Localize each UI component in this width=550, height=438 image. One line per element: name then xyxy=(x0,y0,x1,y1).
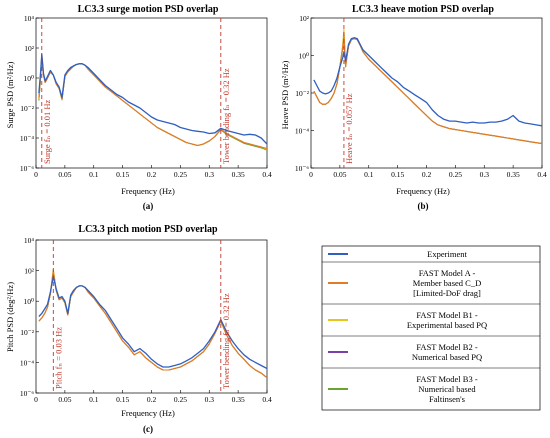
x-tick-label: 0.25 xyxy=(174,395,187,404)
x-tick-label: 0.15 xyxy=(116,395,129,404)
x-tick-label: 0 xyxy=(309,170,313,179)
y-tick-label: 10⁻⁴ xyxy=(20,358,34,367)
series-line-0 xyxy=(313,37,542,127)
series-line-2 xyxy=(38,268,267,379)
plot-area: 0 0.05 0.1 0.15 0.2 0.25 0.3 0.35 0.4 10⁻⁶ 10⁻⁴ 10⁻… xyxy=(295,14,547,179)
x-tick-label: 0.05 xyxy=(333,170,346,179)
x-tick-label: 0.35 xyxy=(507,170,520,179)
panel-label: (c) xyxy=(143,424,153,434)
series-line-4 xyxy=(38,271,267,379)
y-tick-label: 10⁻⁶ xyxy=(295,164,309,173)
y-tick-label: 10⁰ xyxy=(23,297,34,306)
x-tick-label: 0.15 xyxy=(116,170,129,179)
panel-surge: LC3.3 surge motion PSD overlap 0 0.05 0.1 0… xyxy=(5,4,272,211)
panel-heave: LC3.3 heave motion PSD overlap 0 0.05 0.1 0… xyxy=(280,4,547,211)
chart-title: LC3.3 heave motion PSD overlap xyxy=(352,4,494,15)
legend-entry-text: FAST Model A - xyxy=(419,268,476,278)
legend-entry-text: Numerical based xyxy=(418,384,476,394)
chart-title: LC3.3 pitch motion PSD overlap xyxy=(78,224,218,235)
x-tick-label: 0.4 xyxy=(262,170,272,179)
series-line-1 xyxy=(38,270,267,379)
legend-entry-text: Member based C_D xyxy=(413,278,481,288)
x-tick-label: 0.35 xyxy=(232,170,245,179)
y-tick-label: 10⁻⁴ xyxy=(20,134,34,143)
y-tick-label: 10⁻⁶ xyxy=(20,164,34,173)
x-axis-label: Frequency (Hz) xyxy=(121,408,175,418)
y-tick-label: 10² xyxy=(24,267,35,276)
x-tick-label: 0.25 xyxy=(174,170,187,179)
plot-frame xyxy=(35,239,268,394)
chart-title: LC3.3 surge motion PSD overlap xyxy=(78,4,219,15)
x-tick-label: 0.25 xyxy=(449,170,462,179)
y-tick-label: 10⁰ xyxy=(298,52,309,61)
panel-label: (b) xyxy=(418,201,429,211)
series-line-2 xyxy=(38,55,267,150)
x-tick-label: 0.35 xyxy=(232,395,245,404)
plot-area: 0 0.05 0.1 0.15 0.2 0.25 0.3 0.35 0.4 10⁻⁶ 10⁻⁴ 10⁻… xyxy=(20,236,272,404)
legend-entry-text: FAST Model B3 - xyxy=(416,374,477,384)
x-tick-label: 0.15 xyxy=(391,170,404,179)
x-axis-label: Frequency (Hz) xyxy=(121,186,175,196)
x-tick-label: 0.1 xyxy=(89,170,99,179)
y-tick-label: 10⁻² xyxy=(20,328,34,337)
x-tick-label: 0 xyxy=(34,170,38,179)
plot-frame xyxy=(35,17,268,169)
x-tick-label: 0.1 xyxy=(364,170,374,179)
y-tick-label: 10⁻² xyxy=(295,89,309,98)
annotation-label: Tower bending fₙ = 0.32 Hz xyxy=(221,293,231,389)
y-axis-label: Pitch PSD (deg²/Hz) xyxy=(5,282,15,352)
x-axis-label: Frequency (Hz) xyxy=(396,186,450,196)
legend-entry-text: Experiment xyxy=(427,249,467,259)
series-line-0 xyxy=(38,53,267,145)
x-tick-label: 0.3 xyxy=(480,170,490,179)
x-tick-label: 0.2 xyxy=(422,170,432,179)
y-tick-label: 10⁴ xyxy=(24,14,35,23)
series-line-3 xyxy=(38,55,267,150)
series-line-4 xyxy=(38,56,267,151)
panel-pitch: LC3.3 pitch motion PSD overlap 0 0.05 0.1 0… xyxy=(5,224,272,434)
series-line-1 xyxy=(38,54,267,150)
x-tick-label: 0.1 xyxy=(89,395,99,404)
y-tick-label: 10⁻⁴ xyxy=(295,127,309,136)
y-tick-label: 10² xyxy=(299,14,310,23)
legend-box xyxy=(321,245,541,411)
annotation-label: Pitch fₙ = 0.03 Hz xyxy=(53,327,63,389)
x-tick-label: 0.3 xyxy=(205,170,215,179)
legend: Experiment FAST Model A -Member based C_D… xyxy=(321,245,541,411)
series-line-0 xyxy=(38,276,267,370)
legend-entry-text: [Limited-DoF drag] xyxy=(413,288,481,298)
series-line-1 xyxy=(313,34,542,145)
legend-entry-text: Faltinsen's xyxy=(429,394,465,404)
x-tick-label: 0 xyxy=(34,395,38,404)
y-tick-label: 10² xyxy=(24,44,35,53)
series-line-3 xyxy=(38,270,267,379)
panel-label: (a) xyxy=(143,201,154,211)
y-axis-label: Heave PSD (m²/Hz) xyxy=(280,61,290,130)
y-tick-label: 10⁴ xyxy=(24,236,35,245)
annotation-label: Tower bending fₙ = 0.32 Hz xyxy=(221,68,231,164)
legend-entry-text: FAST Model B2 - xyxy=(416,342,477,352)
y-tick-label: 10⁰ xyxy=(23,74,34,83)
x-tick-label: 0.05 xyxy=(58,395,71,404)
annotation-label: Heave fₙ = 0.057 Hz xyxy=(344,93,354,164)
plot-area: 0 0.05 0.1 0.15 0.2 0.25 0.3 0.35 0.4 10⁻⁶ 10⁻⁴ 10⁻… xyxy=(20,14,272,179)
x-tick-label: 0.4 xyxy=(537,170,547,179)
x-tick-label: 0.2 xyxy=(147,395,157,404)
y-axis-label: Surge PSD (m²/Hz) xyxy=(5,62,15,129)
y-tick-label: 10⁻⁶ xyxy=(20,389,34,398)
x-tick-label: 0.2 xyxy=(147,170,157,179)
legend-entry-text: Experimental based PQ xyxy=(407,320,487,330)
annotation-label: Surge fₙ = 0.01 Hz xyxy=(42,100,52,164)
x-tick-label: 0.4 xyxy=(262,395,272,404)
legend-entry-text: Numerical based PQ xyxy=(412,352,482,362)
x-tick-label: 0.3 xyxy=(205,395,215,404)
legend-entry-text: FAST Model B1 - xyxy=(416,310,477,320)
x-tick-label: 0.05 xyxy=(58,170,71,179)
y-tick-label: 10⁻² xyxy=(20,104,34,113)
